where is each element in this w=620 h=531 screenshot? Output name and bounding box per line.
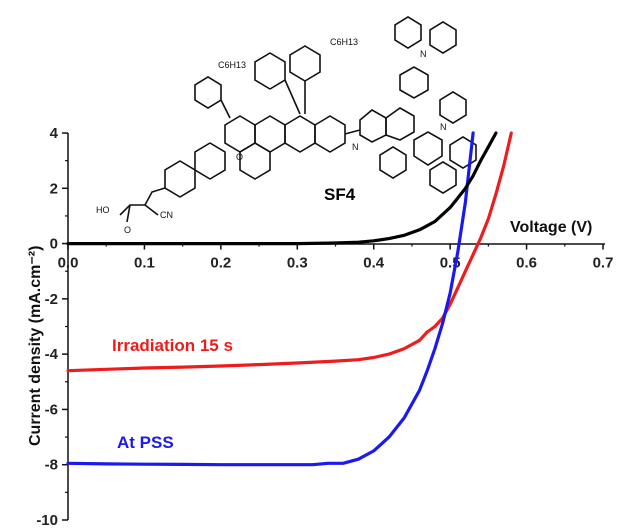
y-tick-label: -2	[45, 291, 58, 308]
structure-label-cn: CN	[160, 210, 173, 220]
x-tick-label: 0.2	[210, 255, 231, 272]
annotation-irradiation: Irradiation 15 s	[112, 336, 233, 355]
y-axis-label: Current density (mA.cm⁻²)	[27, 246, 44, 446]
x-axis-label: Voltage (V)	[510, 219, 592, 236]
compound-label: SF4	[324, 185, 356, 204]
x-tick-label: 0.3	[287, 255, 308, 272]
structure-label-o1: O	[124, 225, 131, 235]
structure-label-n2: N	[420, 49, 427, 59]
annotation-pss: At PSS	[117, 433, 174, 452]
structure-label-o2: O	[236, 152, 243, 162]
x-tick-label: 0.7	[593, 255, 614, 272]
irradiation-15s-curve	[66, 131, 513, 373]
y-tick-label: 4	[50, 125, 59, 142]
sf4-structure-drawing: HO O CN O N N N C6H13 C6H13	[96, 16, 477, 235]
y-tick-label: -6	[45, 401, 58, 418]
pss-curve	[66, 131, 475, 467]
series-group	[66, 131, 513, 467]
y-tick-label: 2	[50, 180, 58, 197]
structure-label-n3: N	[440, 122, 447, 132]
x-ticks: 0.0 0.1 0.2 0.3 0.4 0.5 0.6 0.7	[58, 243, 614, 272]
x-tick-label: 0.6	[516, 255, 537, 272]
y-tick-label: -4	[45, 346, 59, 363]
structure-label-hexyl-1: C6H13	[218, 60, 246, 70]
y-tick-label: -10	[36, 512, 58, 529]
structure-label-ho: HO	[96, 205, 110, 215]
x-tick-label: 0.4	[363, 255, 385, 272]
y-tick-label: 0	[50, 236, 58, 253]
x-tick-label: 0.0	[58, 255, 79, 272]
y-tick-label: -8	[45, 457, 58, 474]
structure-label-hexyl-2: C6H13	[330, 37, 358, 47]
x-tick-label: 0.1	[134, 255, 155, 272]
structure-label-n1: N	[352, 142, 359, 152]
dark-curve	[66, 131, 498, 246]
